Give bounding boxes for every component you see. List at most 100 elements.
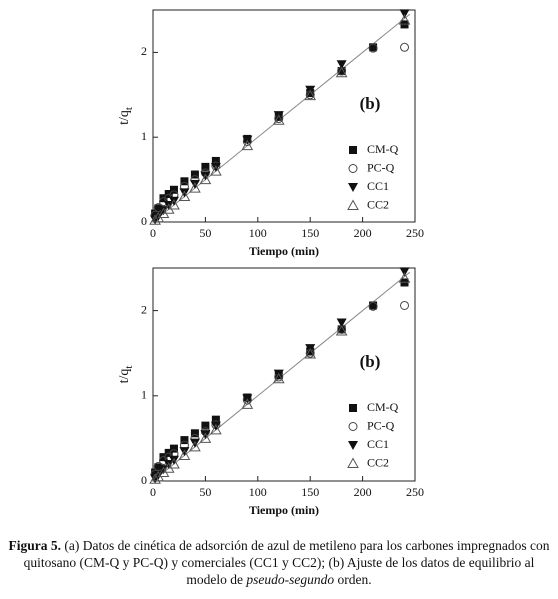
y-tick-label: 0 <box>141 214 147 228</box>
legend-marker <box>348 422 358 431</box>
marker <box>210 165 222 176</box>
x-tick-label: 200 <box>354 485 372 499</box>
fit-line <box>155 271 411 479</box>
legend-marker <box>348 441 358 450</box>
marker <box>180 436 189 445</box>
chart: 0 50 100 150 200 250 0 1 2 Tiempo (min) t/qt (b) CM-… <box>117 267 424 517</box>
marker <box>211 156 220 165</box>
marker <box>169 185 178 194</box>
y-axis-label: t/qt <box>117 366 134 384</box>
marker <box>190 170 199 179</box>
annotation: (b) <box>360 352 381 371</box>
marker <box>335 66 348 78</box>
y-axis-label-main: t/q <box>117 369 132 384</box>
legend-marker <box>347 199 359 210</box>
x-tick-label: 250 <box>406 226 424 240</box>
x-tick-label: 50 <box>199 485 211 499</box>
marker <box>304 89 317 101</box>
legend-label: PC-Q <box>367 160 395 174</box>
marker <box>159 194 168 203</box>
caption-text: (a) Datos de cinética de adsorción de az… <box>23 538 550 587</box>
x-tick-label: 0 <box>150 226 156 240</box>
marker <box>210 423 222 435</box>
x-tick-label: 100 <box>249 485 267 499</box>
legend-marker <box>349 146 357 154</box>
fit-line <box>155 13 411 220</box>
marker <box>400 300 410 310</box>
legend-label: CM-Q <box>367 400 399 414</box>
legend-label: CM-Q <box>367 142 399 156</box>
legend-label: CC1 <box>367 179 389 193</box>
x-tick-label: 100 <box>249 226 267 240</box>
marker <box>189 179 200 189</box>
x-axis-label: Tiempo (min) <box>249 503 319 517</box>
legend-label: CC2 <box>367 455 389 469</box>
marker <box>189 182 201 193</box>
marker <box>200 171 211 181</box>
marker <box>169 444 178 453</box>
marker <box>159 453 168 462</box>
y-tick-label: 2 <box>141 302 147 316</box>
caption-emphasis: pseudo-segundo <box>246 572 335 587</box>
marker <box>241 139 254 151</box>
marker <box>336 60 347 70</box>
marker <box>210 162 221 172</box>
marker <box>168 199 180 210</box>
marker <box>241 398 254 409</box>
marker <box>400 42 410 52</box>
marker <box>180 177 189 186</box>
marker <box>304 348 317 359</box>
marker <box>398 14 411 25</box>
marker <box>154 204 163 213</box>
x-axis-label: Tiempo (min) <box>249 244 319 258</box>
y-axis-label: t/qt <box>117 107 134 125</box>
annotation: (b) <box>360 94 381 113</box>
marker <box>210 421 221 431</box>
marker <box>368 301 378 311</box>
legend-marker <box>348 164 358 173</box>
y-axis-label-main: t/q <box>117 110 132 125</box>
marker <box>168 455 179 465</box>
marker <box>398 272 411 283</box>
x-tick-label: 200 <box>354 226 372 240</box>
marker <box>399 9 410 19</box>
marker <box>168 457 180 469</box>
marker <box>190 429 199 438</box>
marker <box>178 190 191 202</box>
marker <box>179 447 190 457</box>
marker <box>178 449 191 460</box>
marker <box>154 463 163 472</box>
caption: Figura 5. (a) Datos de cinética de adsor… <box>8 537 550 588</box>
plot-frame <box>152 267 416 482</box>
chart: 0 50 100 150 200 250 0 1 2 Tiempo (min) t/qt (b) CM-… <box>117 9 424 258</box>
x-tick-label: 50 <box>199 226 211 240</box>
y-tick-label: 0 <box>141 473 147 487</box>
marker <box>399 267 410 277</box>
marker <box>149 214 161 225</box>
y-axis-label-sub: t <box>123 107 135 110</box>
marker <box>211 415 220 424</box>
marker <box>336 318 347 328</box>
marker <box>163 201 174 211</box>
legend-marker <box>348 183 358 192</box>
marker <box>201 162 210 171</box>
marker <box>199 432 212 443</box>
marker <box>368 43 378 53</box>
marker <box>337 325 346 334</box>
marker <box>199 173 212 185</box>
marker <box>149 473 161 484</box>
y-tick-label: 1 <box>141 129 147 143</box>
caption-label: Figura 5. <box>8 538 62 553</box>
marker <box>179 188 190 198</box>
x-tick-label: 150 <box>301 226 319 240</box>
plot-frame <box>152 9 416 223</box>
marker <box>189 440 201 452</box>
marker <box>369 43 378 52</box>
caption-end: orden. <box>334 572 372 587</box>
marker <box>163 459 174 469</box>
x-tick-label: 0 <box>150 485 156 499</box>
y-axis-label-sub: t <box>123 366 135 369</box>
marker <box>369 301 378 310</box>
legend-marker <box>347 457 359 468</box>
